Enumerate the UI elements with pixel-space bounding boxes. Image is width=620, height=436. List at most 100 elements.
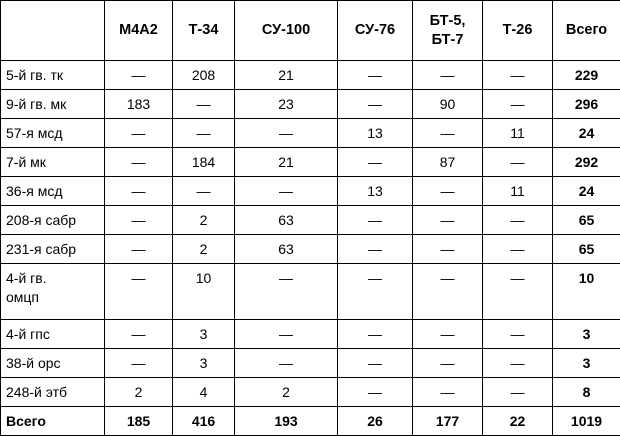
value-cell: 11: [483, 119, 553, 148]
totals-value-cell: 1019: [553, 407, 620, 436]
header-cell: Т-34: [173, 1, 235, 61]
header-cell: СУ-76: [338, 1, 413, 61]
value-cell: —: [338, 264, 413, 320]
value-cell: —: [413, 61, 483, 90]
row-total-cell: 8: [553, 378, 620, 407]
value-cell: —: [413, 320, 483, 349]
value-cell: 184: [173, 148, 235, 177]
value-cell: 87: [413, 148, 483, 177]
row-total-cell: 65: [553, 235, 620, 264]
value-cell: —: [173, 90, 235, 119]
totals-value-cell: 26: [338, 407, 413, 436]
value-cell: 3: [173, 320, 235, 349]
row-label-cell: 231-я сабр: [1, 235, 105, 264]
value-cell: 3: [173, 349, 235, 378]
value-cell: —: [338, 148, 413, 177]
totals-value-cell: 177: [413, 407, 483, 436]
value-cell: —: [483, 264, 553, 320]
row-label-cell: 4-й гпс: [1, 320, 105, 349]
header-cell: БТ-5, БТ-7: [413, 1, 483, 61]
totals-row-label: Всего: [1, 407, 105, 436]
value-cell: 13: [338, 177, 413, 206]
totals-value-cell: 193: [235, 407, 338, 436]
row-total-cell: 296: [553, 90, 620, 119]
row-total-cell: 292: [553, 148, 620, 177]
row-label-cell: 4-й гв. омцп: [1, 264, 105, 320]
header-cell-unit: [1, 1, 105, 61]
value-cell: —: [483, 90, 553, 119]
row-label-cell: 7-й мк: [1, 148, 105, 177]
value-cell: 2: [173, 206, 235, 235]
row-total-cell: 65: [553, 206, 620, 235]
value-cell: —: [338, 235, 413, 264]
value-cell: —: [338, 320, 413, 349]
value-cell: 2: [235, 378, 338, 407]
row-total-cell: 3: [553, 320, 620, 349]
value-cell: —: [413, 119, 483, 148]
value-cell: 4: [173, 378, 235, 407]
value-cell: 90: [413, 90, 483, 119]
value-cell: —: [413, 264, 483, 320]
value-cell: —: [338, 349, 413, 378]
value-cell: —: [105, 119, 173, 148]
value-cell: 23: [235, 90, 338, 119]
value-cell: —: [105, 235, 173, 264]
value-cell: —: [173, 177, 235, 206]
row-label-cell: 57-я мсд: [1, 119, 105, 148]
value-cell: —: [235, 349, 338, 378]
value-cell: —: [483, 378, 553, 407]
value-cell: —: [413, 378, 483, 407]
value-cell: 2: [105, 378, 173, 407]
table-row: 4-й гпс—3————3: [1, 320, 620, 349]
header-cell: М4А2: [105, 1, 173, 61]
row-label-cell: 208-я сабр: [1, 206, 105, 235]
value-cell: —: [338, 90, 413, 119]
value-cell: 63: [235, 235, 338, 264]
totals-value-cell: 185: [105, 407, 173, 436]
row-label-cell: 248-й этб: [1, 378, 105, 407]
value-cell: —: [105, 148, 173, 177]
totals-value-cell: 416: [173, 407, 235, 436]
value-cell: 11: [483, 177, 553, 206]
value-cell: —: [105, 61, 173, 90]
table-row: 4-й гв. омцп—10————10: [1, 264, 620, 320]
header-cell: Всего: [553, 1, 620, 61]
value-cell: —: [483, 235, 553, 264]
row-label-cell: 9-й гв. мк: [1, 90, 105, 119]
value-cell: —: [483, 61, 553, 90]
row-label-cell: 38-й орс: [1, 349, 105, 378]
value-cell: —: [235, 264, 338, 320]
value-cell: 2: [173, 235, 235, 264]
value-cell: —: [413, 206, 483, 235]
value-cell: 208: [173, 61, 235, 90]
value-cell: —: [413, 235, 483, 264]
row-label-cell: 36-я мсд: [1, 177, 105, 206]
value-cell: —: [413, 177, 483, 206]
value-cell: —: [105, 349, 173, 378]
value-cell: 13: [338, 119, 413, 148]
value-cell: —: [235, 177, 338, 206]
row-total-cell: 10: [553, 264, 620, 320]
value-cell: 183: [105, 90, 173, 119]
value-cell: —: [105, 264, 173, 320]
value-cell: —: [173, 119, 235, 148]
row-label-cell: 5-й гв. тк: [1, 61, 105, 90]
header-cell: Т-26: [483, 1, 553, 61]
row-total-cell: 24: [553, 119, 620, 148]
row-total-cell: 3: [553, 349, 620, 378]
value-cell: —: [105, 206, 173, 235]
row-total-cell: 24: [553, 177, 620, 206]
value-cell: —: [483, 148, 553, 177]
